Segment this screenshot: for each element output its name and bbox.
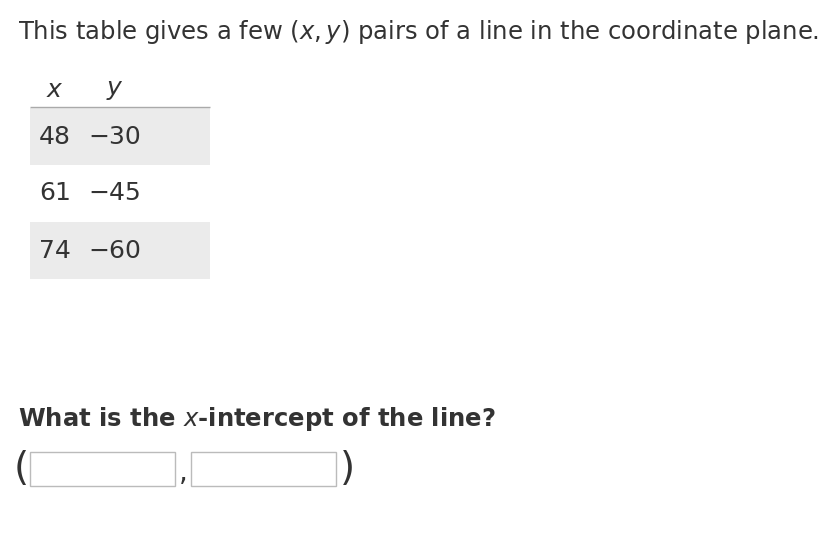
Text: −30: −30 — [89, 125, 141, 149]
Text: −45: −45 — [89, 182, 141, 206]
Bar — [30, 108, 210, 165]
Bar — [191, 452, 336, 486]
Bar — [30, 222, 210, 279]
Text: ): ) — [340, 450, 355, 488]
Text: 48: 48 — [39, 125, 71, 149]
Text: −60: −60 — [88, 238, 141, 263]
Text: This table gives a few $(x, y)$ pairs of a line in the coordinate plane.: This table gives a few $(x, y)$ pairs of… — [18, 18, 819, 46]
Text: $x$: $x$ — [46, 78, 64, 102]
Text: $y$: $y$ — [106, 78, 123, 102]
Text: 74: 74 — [39, 238, 71, 263]
Text: 61: 61 — [39, 182, 71, 206]
Bar — [30, 452, 175, 486]
Text: ,: , — [179, 459, 188, 487]
Text: (: ( — [14, 450, 29, 488]
Text: What is the $x$-intercept of the line?: What is the $x$-intercept of the line? — [18, 405, 496, 433]
